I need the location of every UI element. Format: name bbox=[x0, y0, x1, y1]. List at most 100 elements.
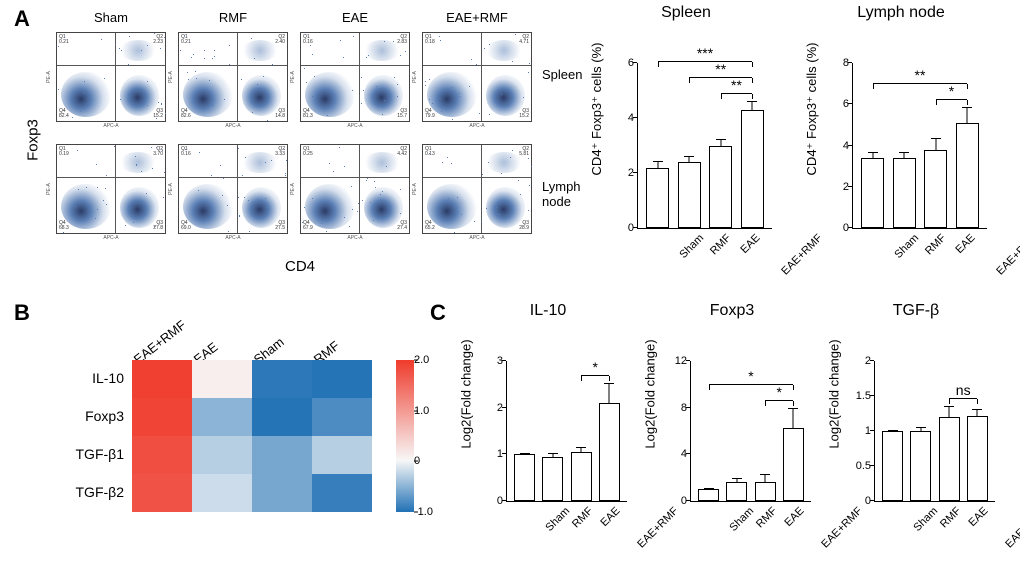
scatter-col-header: Sham bbox=[51, 10, 171, 25]
heatmap-row-label: Foxp3 bbox=[54, 408, 124, 424]
bar bbox=[924, 150, 947, 228]
significance-label: ** bbox=[715, 61, 726, 77]
heatmap-cell bbox=[192, 474, 252, 512]
heatmap-cell bbox=[132, 360, 192, 398]
heatmap-cell bbox=[192, 436, 252, 474]
bar bbox=[542, 457, 563, 501]
y-axis-label: Log2(Fold change) bbox=[643, 339, 658, 448]
bar bbox=[726, 482, 747, 501]
bar-chart-lymph: Lymph node02468ShamRMFEAEEAE+RMF***CD4⁺ … bbox=[806, 10, 996, 275]
x-tick-label: RMF bbox=[923, 232, 948, 257]
scatter-plot: Q10.18Q24.71Q315.2Q479.9PE-AAPC-A bbox=[422, 32, 532, 122]
outer-y-axis-label: Foxp3 bbox=[24, 119, 41, 161]
bar-chart-spleen: Spleen0246ShamRMFEAEEAE+RMF*******CD4⁺ F… bbox=[591, 10, 781, 275]
scatter-col-header: RMF bbox=[173, 10, 293, 25]
x-tick-label: RMF bbox=[938, 505, 963, 530]
bar bbox=[939, 417, 960, 501]
x-tick-label: EAE+RMF bbox=[1003, 505, 1020, 550]
scatter-plot: Q10.25Q24.42Q327.4Q467.9PE-AAPC-A bbox=[300, 144, 410, 234]
significance-label: * bbox=[592, 359, 597, 375]
x-tick-label: EAE bbox=[782, 505, 806, 529]
x-tick-label: EAE bbox=[954, 232, 978, 256]
plot-area: 0123ShamRMFEAEEAE+RMF* bbox=[506, 361, 627, 502]
heatmap-cell bbox=[132, 436, 192, 474]
heatmap-colorbar bbox=[396, 360, 414, 512]
heatmap-cell bbox=[312, 436, 372, 474]
bar bbox=[893, 158, 916, 228]
scatter-plot: Q10.21Q22.23Q315.2Q482.4PE-AAPC-A bbox=[56, 32, 166, 122]
bar bbox=[783, 428, 804, 502]
significance-label: ** bbox=[731, 77, 742, 93]
y-axis-label: Log2(Fold change) bbox=[827, 339, 842, 448]
x-tick-label: Sham bbox=[544, 505, 573, 534]
chart-title: Lymph node bbox=[806, 4, 996, 22]
y-axis-label: CD4⁺ Foxp3⁺ cells (%) bbox=[589, 42, 605, 175]
heatmap-row-label: IL-10 bbox=[54, 370, 124, 386]
heatmap-row-label: TGF-β1 bbox=[54, 446, 124, 462]
heatmap-cell bbox=[252, 360, 312, 398]
scatter-plot: Q10.16Q23.33Q327.5Q469.0PE-AAPC-A bbox=[178, 144, 288, 234]
panel-c-bars: IL-100123ShamRMFEAEEAE+RMF*Log2(Fold cha… bbox=[460, 308, 1010, 548]
chart-title: IL-10 bbox=[460, 302, 636, 320]
y-axis-label: Log2(Fold change) bbox=[459, 339, 474, 448]
plot-area: 04812ShamRMFEAEEAE+RMF** bbox=[690, 361, 811, 502]
significance-label: ns bbox=[956, 382, 971, 398]
heatmap-cell bbox=[312, 474, 372, 512]
plot-area: 00.511.52ShamRMFEAEEAE+RMFns bbox=[874, 361, 995, 502]
significance-label: * bbox=[748, 368, 753, 384]
heatmap-cell bbox=[312, 398, 372, 436]
outer-x-axis-text: CD4 bbox=[285, 258, 315, 275]
bar bbox=[967, 416, 988, 501]
x-tick-label: EAE bbox=[739, 232, 763, 256]
significance-label: * bbox=[776, 384, 781, 400]
chart-title: Foxp3 bbox=[644, 302, 820, 320]
bar bbox=[861, 158, 884, 228]
bar bbox=[698, 489, 719, 501]
plot-area: 0246ShamRMFEAEEAE+RMF******* bbox=[637, 63, 772, 229]
x-tick-label: EAE bbox=[598, 505, 622, 529]
heatmap-cell bbox=[252, 474, 312, 512]
scatter-col-header: EAE+RMF bbox=[417, 10, 537, 25]
bar bbox=[599, 403, 620, 501]
heatmap-cell bbox=[312, 360, 372, 398]
bar bbox=[571, 452, 592, 501]
heatmap-cell bbox=[192, 398, 252, 436]
chart-title: Spleen bbox=[591, 4, 781, 22]
bar bbox=[741, 110, 764, 228]
figure-root: A B C Foxp3 CD4 ShamRMFEAEEAE+RMFSpleenL… bbox=[0, 0, 1020, 562]
scatter-plot: Q10.19Q23.70Q327.8Q468.3PE-AAPC-A bbox=[56, 144, 166, 234]
heatmap-cell bbox=[132, 474, 192, 512]
x-tick-label: Sham bbox=[728, 505, 757, 534]
bar bbox=[514, 454, 535, 501]
panel-a: Foxp3 CD4 ShamRMFEAEEAE+RMFSpleenLymph n… bbox=[46, 10, 990, 280]
panel-b-heatmap: EAE+RMFEAEShamRMFIL-10Foxp3TGF-β1TGF-β22… bbox=[46, 308, 446, 548]
significance-label: *** bbox=[697, 45, 713, 61]
plot-area: 02468ShamRMFEAEEAE+RMF*** bbox=[852, 63, 987, 229]
heatmap-cell bbox=[252, 436, 312, 474]
x-tick-label: Sham bbox=[678, 232, 707, 261]
bar-chart-foxp3: Foxp304812ShamRMFEAEEAE+RMF**Log2(Fold c… bbox=[644, 308, 820, 548]
x-tick-label: RMF bbox=[570, 505, 595, 530]
heatmap-cell bbox=[132, 398, 192, 436]
x-tick-label: RMF bbox=[754, 505, 779, 530]
bar bbox=[882, 431, 903, 501]
scatter-plot: Q10.16Q22.83Q315.7Q481.3PE-AAPC-A bbox=[300, 32, 410, 122]
heatmap-row-label: TGF-β2 bbox=[54, 484, 124, 500]
scatter-plot: Q10.13Q25.81Q328.9Q465.2PE-AAPC-A bbox=[422, 144, 532, 234]
x-tick-label: EAE+RMF bbox=[994, 232, 1020, 277]
outer-x-axis-label: CD4 bbox=[285, 258, 315, 275]
heatmap-cell bbox=[252, 398, 312, 436]
heatmap-cell bbox=[192, 360, 252, 398]
x-tick-label: Sham bbox=[912, 505, 941, 534]
bar bbox=[910, 431, 931, 501]
panel-label-a: A bbox=[14, 6, 30, 32]
significance-label: ** bbox=[915, 67, 926, 83]
bar bbox=[678, 162, 701, 228]
panel-label-b: B bbox=[14, 300, 30, 326]
bar bbox=[709, 146, 732, 229]
bar bbox=[755, 482, 776, 501]
bar bbox=[646, 168, 669, 229]
bar-chart-il-10: IL-100123ShamRMFEAEEAE+RMF*Log2(Fold cha… bbox=[460, 308, 636, 548]
y-axis-label: CD4⁺ Foxp3⁺ cells (%) bbox=[804, 42, 820, 175]
x-tick-label: RMF bbox=[708, 232, 733, 257]
